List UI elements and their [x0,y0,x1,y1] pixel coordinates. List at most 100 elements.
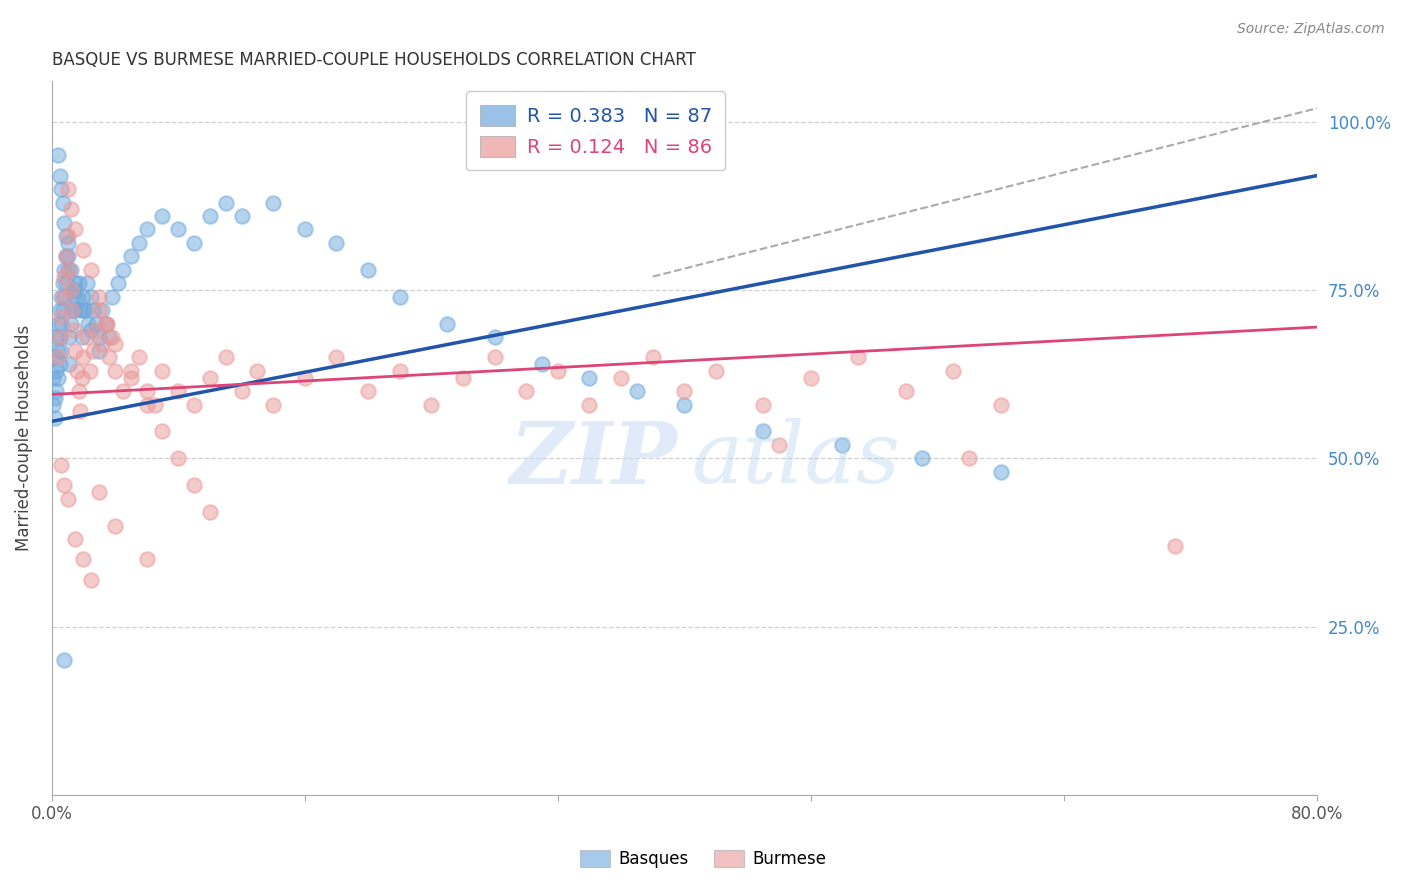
Point [135,552,157,566]
Point [198,370,221,384]
Point [97,351,120,365]
Point [67,384,90,398]
Point [831,438,853,452]
Point [135,222,157,236]
Point [48,169,70,183]
Point [120,370,142,384]
Point [77,317,100,331]
Point [294,222,316,236]
Point [52,290,75,304]
Text: BASQUE VS BURMESE MARRIED-COUPLE HOUSEHOLDS CORRELATION CHART: BASQUE VS BURMESE MARRIED-COUPLE HOUSEHO… [52,51,696,69]
Point [80,263,103,277]
Point [65,343,87,358]
Point [104,518,127,533]
Point [89,485,111,500]
Point [94,317,117,331]
Point [420,398,443,412]
Legend: Basques, Burmese: Basques, Burmese [574,843,832,875]
Point [910,451,932,466]
Point [198,505,221,519]
Point [515,384,537,398]
Point [104,337,127,351]
Point [484,351,506,365]
Point [55,249,77,263]
Point [262,398,284,412]
Point [198,209,221,223]
Point [46,148,69,162]
Point [80,290,103,304]
Point [82,343,104,358]
Point [436,317,458,331]
Point [72,351,94,365]
Point [52,195,75,210]
Point [80,323,103,337]
Point [231,384,253,398]
Point [51,290,73,304]
Point [152,209,174,223]
Point [167,222,190,236]
Point [673,398,696,412]
Point [101,290,124,304]
Point [673,384,696,398]
Point [357,263,380,277]
Point [530,357,553,371]
Point [72,552,94,566]
Point [768,438,790,452]
Point [53,653,76,667]
Point [84,323,107,337]
Point [51,343,73,358]
Point [94,317,117,331]
Point [128,235,150,250]
Text: Source: ZipAtlas.com: Source: ZipAtlas.com [1237,22,1385,37]
Point [59,283,82,297]
Point [578,370,600,384]
Point [70,370,93,384]
Point [79,364,101,378]
Point [42,370,65,384]
Point [91,303,114,318]
Point [48,357,70,371]
Point [58,330,80,344]
Point [63,290,86,304]
Point [246,364,269,378]
Point [59,202,82,217]
Point [51,458,73,472]
Point [294,370,316,384]
Point [484,330,506,344]
Point [120,364,142,378]
Point [84,317,107,331]
Point [942,364,965,378]
Point [76,277,98,291]
Point [51,310,73,324]
Point [990,398,1012,412]
Point [215,351,238,365]
Point [69,303,91,318]
Point [56,249,79,263]
Point [183,235,205,250]
Point [46,317,69,331]
Point [1163,539,1185,553]
Point [91,337,114,351]
Point [60,303,83,318]
Point [42,398,65,412]
Point [388,290,411,304]
Point [65,277,87,291]
Point [58,357,80,371]
Point [325,351,347,365]
Point [89,343,111,358]
Point [704,364,727,378]
Point [89,303,111,318]
Text: ZIP: ZIP [510,417,678,501]
Point [60,303,83,318]
Text: atlas: atlas [690,418,900,501]
Point [56,229,79,244]
Point [990,465,1012,479]
Point [89,290,111,304]
Point [63,323,86,337]
Point [48,303,70,318]
Point [82,303,104,318]
Point [56,263,79,277]
Point [135,398,157,412]
Point [51,317,73,331]
Point [52,303,75,318]
